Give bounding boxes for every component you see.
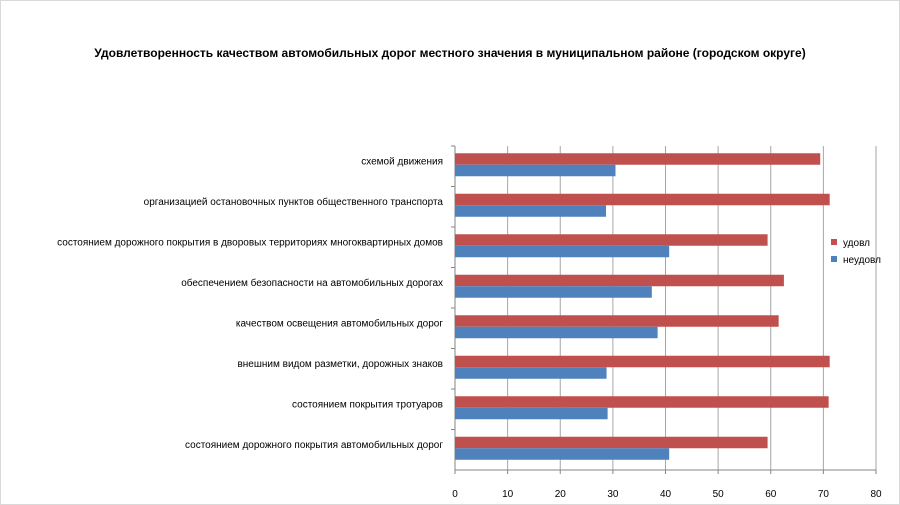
category-label: организацией остановочных пунктов общест… [144,196,444,208]
bar-neudovl [455,245,670,258]
category-label: обеспечением безопасности на автомобильн… [181,277,443,289]
category-label: качеством освещения автомобильных дорог [236,317,443,329]
bar-neudovl [455,407,608,420]
bar-udovl [455,315,779,327]
category-label: состоянием покрытия тротуаров [292,399,443,410]
bar-neudovl [455,448,670,460]
category-label: схемой движения [361,156,443,167]
bar-neudovl [455,286,652,298]
bar-neudovl [455,367,607,379]
bar-udovl [455,436,768,449]
x-tick-label: 70 [818,489,830,500]
bar-udovl [455,234,768,246]
bar-neudovl [455,164,616,177]
category-label: внешним видом разметки, дорожных знаков [237,359,443,370]
x-tick-label: 20 [555,489,567,500]
bar-neudovl [455,326,658,339]
bar-udovl [455,193,830,206]
bar-udovl [455,153,821,165]
x-tick-label: 80 [870,489,882,500]
x-tick-label: 40 [660,489,672,500]
chart-title: Удовлетворенность качеством автомобильны… [94,46,806,60]
legend-label: неудовл [843,255,881,266]
bar-neudovl [455,205,607,217]
x-tick-label: 60 [765,489,777,500]
x-tick-label: 50 [713,489,725,500]
legend-swatch [831,239,837,245]
bar-udovl [455,274,784,287]
bar-udovl [455,355,830,368]
x-tick-label: 30 [607,489,619,500]
legend-swatch [831,256,837,262]
category-label: состоянием дорожного покрытия автомобиль… [185,439,443,451]
x-tick-label: 0 [452,489,458,500]
legend-label: удовл [843,238,870,249]
category-label: состоянием дорожного покрытия в дворовых… [57,237,443,248]
bar-udovl [455,396,829,408]
x-tick-label: 10 [502,489,514,500]
